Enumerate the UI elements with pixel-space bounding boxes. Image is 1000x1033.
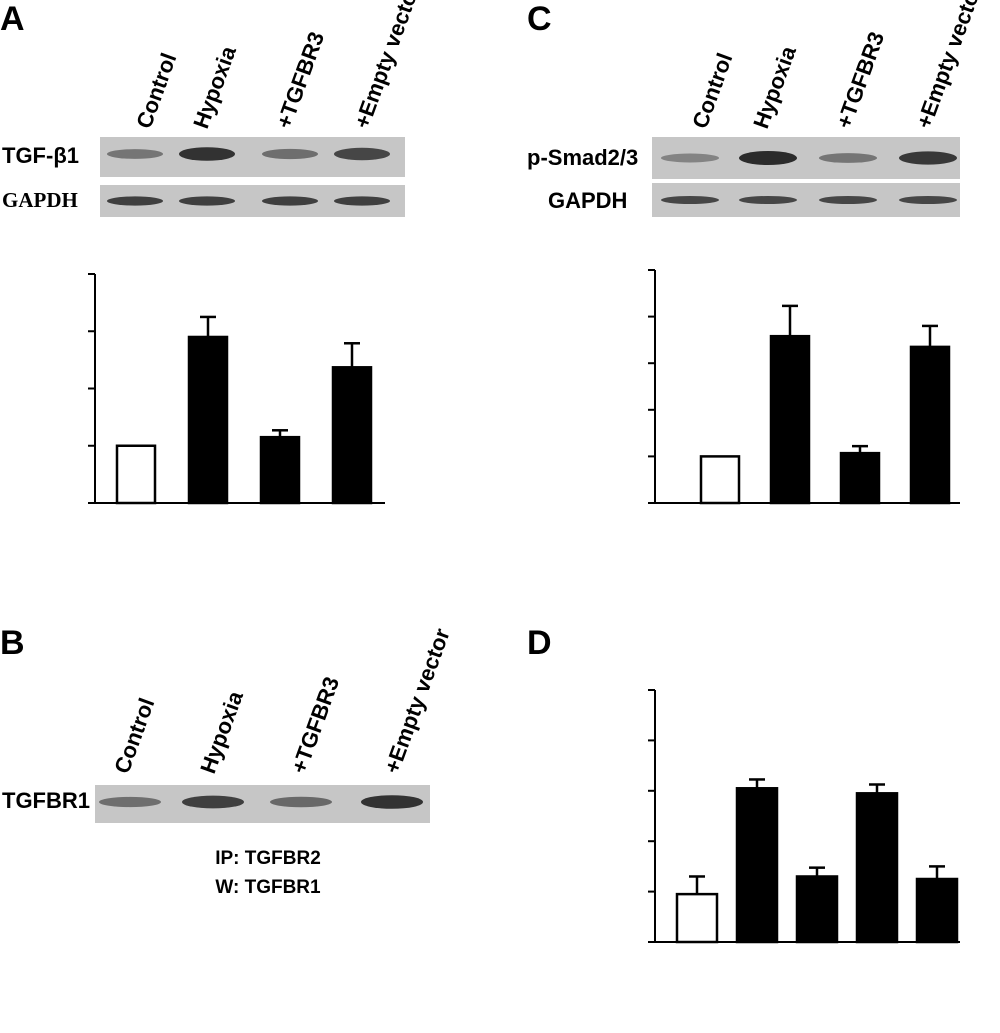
panel-b-blot: Control Hypoxia +TGFBR3 +Empty vector TG… [2, 625, 455, 898]
blot-band [179, 196, 235, 206]
blot-band [819, 153, 877, 163]
ip-label: IP: TGFBR2 [215, 848, 321, 869]
lane-label: Control [687, 50, 737, 132]
blot-band [361, 795, 423, 809]
panel-a-blot: Control Hypoxia +TGFBR3 +Empty vector TG… [2, 0, 425, 217]
lane-label: +TGFBR3 [831, 28, 889, 131]
blot-band [262, 148, 318, 160]
bar [259, 435, 301, 505]
blot-band [739, 151, 797, 165]
blot-band [99, 796, 161, 808]
blot-row-label: GAPDH [548, 188, 627, 213]
western-label: W: TGFBR1 [215, 877, 321, 898]
panel-letter-b: B [0, 624, 25, 662]
blot-band [661, 195, 719, 205]
blot-row-label: p-Smad2/3 [527, 145, 638, 170]
panel-letter-d: D [527, 624, 552, 662]
bar [909, 345, 951, 505]
blot-row-label: TGF-β1 [2, 143, 79, 168]
blot-band [270, 796, 332, 808]
bar [855, 792, 899, 944]
lane-label: +Empty vector [349, 0, 425, 132]
blot-band [899, 151, 957, 165]
panel-letter-a: A [0, 0, 25, 38]
blot-row-label: TGFBR1 [2, 788, 90, 813]
bar [187, 335, 229, 505]
blot-band [107, 196, 163, 206]
lane-label: +TGFBR3 [286, 673, 344, 776]
bar [769, 334, 811, 505]
blot-band [334, 196, 390, 206]
bar [915, 877, 959, 944]
chart-a [88, 273, 385, 505]
blot-band [107, 149, 163, 159]
blot-band [661, 153, 719, 163]
panel-c-blot: Control Hypoxia +TGFBR3 +Empty vector p-… [527, 0, 987, 217]
panel-letter-c: C [527, 0, 552, 38]
bar [795, 875, 839, 944]
bar [839, 451, 881, 505]
blot-band [262, 196, 318, 206]
blot-band [334, 147, 390, 161]
lane-label: +TGFBR3 [271, 28, 329, 131]
lane-label: Control [131, 50, 181, 132]
blot-band [182, 795, 244, 809]
bar [699, 455, 741, 505]
blot-band [179, 147, 235, 161]
lane-label: Hypoxia [195, 687, 248, 777]
blot-band [819, 195, 877, 205]
blot-row-label: GAPDH [2, 188, 78, 212]
bar [115, 444, 157, 505]
lane-label: Control [109, 695, 159, 777]
blot-band [739, 195, 797, 205]
bar [331, 366, 373, 505]
chart-d [648, 689, 960, 944]
lane-label: +Empty vector [379, 625, 455, 777]
lane-label: +Empty vector [911, 0, 987, 132]
bar [735, 787, 779, 944]
bar [675, 892, 719, 944]
chart-c [648, 269, 960, 505]
lane-label: Hypoxia [748, 42, 801, 132]
blot-band [899, 195, 957, 205]
lane-label: Hypoxia [188, 42, 241, 132]
